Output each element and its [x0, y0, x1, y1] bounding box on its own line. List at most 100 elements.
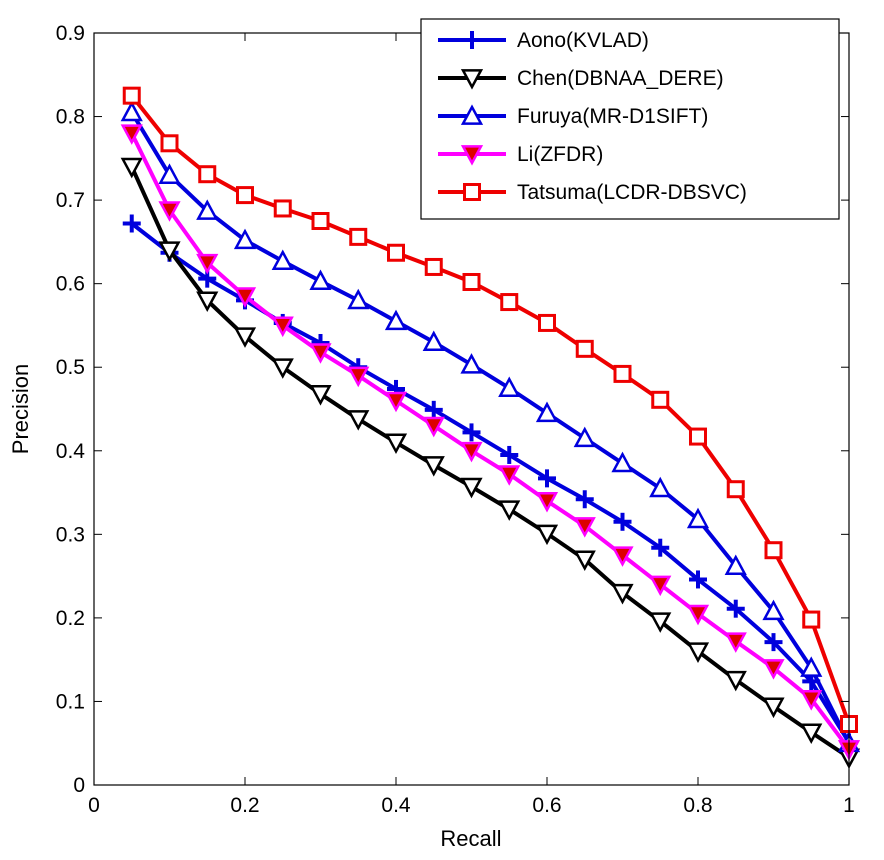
data-point [538, 469, 556, 488]
data-point [158, 201, 181, 222]
data-point [422, 456, 445, 477]
data-point [649, 612, 672, 633]
data-point [686, 642, 710, 663]
data-point [384, 433, 408, 455]
data-point [575, 490, 594, 509]
data-point [309, 385, 332, 406]
legend-label: Li(ZFDR) [517, 143, 603, 166]
legend-item: Tatsuma(LCDR-DBSVC) [438, 181, 747, 204]
data-point [271, 358, 294, 379]
legend-item: Li(ZFDR) [438, 143, 603, 166]
legend-label: Chen(DBNAA_DERE) [517, 67, 724, 90]
data-point [347, 410, 370, 431]
data-point [160, 134, 179, 153]
y-tick-label: 0.1 [56, 690, 85, 713]
data-point [573, 426, 596, 448]
legend-marker [460, 145, 484, 166]
data-point [349, 227, 368, 246]
data-point [535, 492, 559, 513]
data-point [535, 401, 559, 423]
data-point [651, 538, 670, 557]
data-point [233, 327, 257, 348]
data-point [198, 165, 217, 184]
series-furuya-mr-d1sift [120, 100, 861, 753]
data-point [762, 599, 785, 621]
data-point [764, 633, 783, 652]
data-point [236, 186, 254, 205]
data-point [271, 249, 294, 271]
data-point [384, 309, 408, 331]
data-point [387, 243, 405, 262]
legend-marker [460, 104, 484, 125]
legend-label: Aono(KVLAD) [517, 29, 649, 52]
legend-item: Aono(KVLAD) [438, 29, 649, 52]
axes-layer: 0 0.2 0.4 0.6 0.8 1 0 0.1 0.2 0.3 0.4 0.5 0.6 0.7 0.8 0… [56, 22, 855, 817]
legend-marker [460, 69, 484, 90]
data-point [196, 253, 219, 275]
x-tick-label: 1 [843, 794, 855, 817]
data-point [500, 293, 519, 312]
y-tick-label: 0 [73, 774, 85, 797]
y-tick-label: 0.7 [56, 189, 85, 212]
data-point [460, 441, 483, 463]
legend-box [420, 18, 840, 220]
data-point [462, 423, 481, 442]
data-point [347, 366, 370, 388]
y-tick-label: 0.8 [56, 106, 85, 129]
y-axis-label: Precision [8, 364, 33, 454]
data-point [613, 364, 632, 383]
x-tick-label: 0 [88, 794, 100, 817]
legend-label: Furuya(MR-D1SIFT) [517, 105, 708, 128]
data-point [122, 86, 141, 105]
y-tick-label: 0.4 [56, 440, 86, 463]
data-point [271, 316, 294, 338]
data-point [649, 476, 672, 498]
data-point [649, 575, 672, 597]
data-point [422, 416, 445, 438]
legend-item: Furuya(MR-D1SIFT) [438, 104, 708, 128]
data-point [726, 599, 745, 618]
data-point [689, 427, 707, 446]
y-tick-label: 0.5 [56, 356, 85, 379]
data-point [460, 353, 483, 374]
y-tick-label: 0.9 [56, 22, 85, 45]
data-point [120, 100, 143, 122]
data-point [686, 604, 710, 626]
legend-item: Chen(DBNAA_DERE) [438, 67, 724, 90]
data-point [724, 632, 747, 653]
data-point [196, 291, 219, 313]
x-tick-label: 0.8 [683, 794, 712, 817]
data-point [460, 477, 483, 499]
data-point [611, 451, 634, 473]
data-point [384, 391, 408, 413]
data-point [311, 212, 330, 230]
y-tick-label: 0.6 [56, 273, 85, 296]
data-point [196, 199, 219, 220]
data-point [273, 199, 292, 218]
data-point [573, 517, 596, 538]
data-point [347, 288, 370, 310]
data-point [575, 339, 594, 358]
x-tick-label: 0.2 [230, 794, 259, 817]
data-point [424, 257, 443, 276]
data-point [689, 570, 707, 589]
data-point [120, 157, 143, 179]
data-point [611, 546, 634, 567]
data-point [498, 465, 521, 486]
series-li-zfdr [120, 124, 861, 761]
x-axis-label: Recall [440, 826, 501, 851]
legend-marker [463, 183, 481, 201]
legend-marker [463, 31, 481, 49]
data-point [120, 124, 143, 145]
data-point [762, 697, 785, 719]
data-point [498, 500, 521, 521]
data-point [800, 656, 823, 677]
series-line [130, 221, 851, 744]
data-point [233, 228, 257, 250]
data-point [573, 550, 596, 572]
data-point [422, 330, 445, 352]
data-point [613, 512, 632, 531]
data-point [762, 659, 785, 680]
data-point [764, 541, 783, 560]
